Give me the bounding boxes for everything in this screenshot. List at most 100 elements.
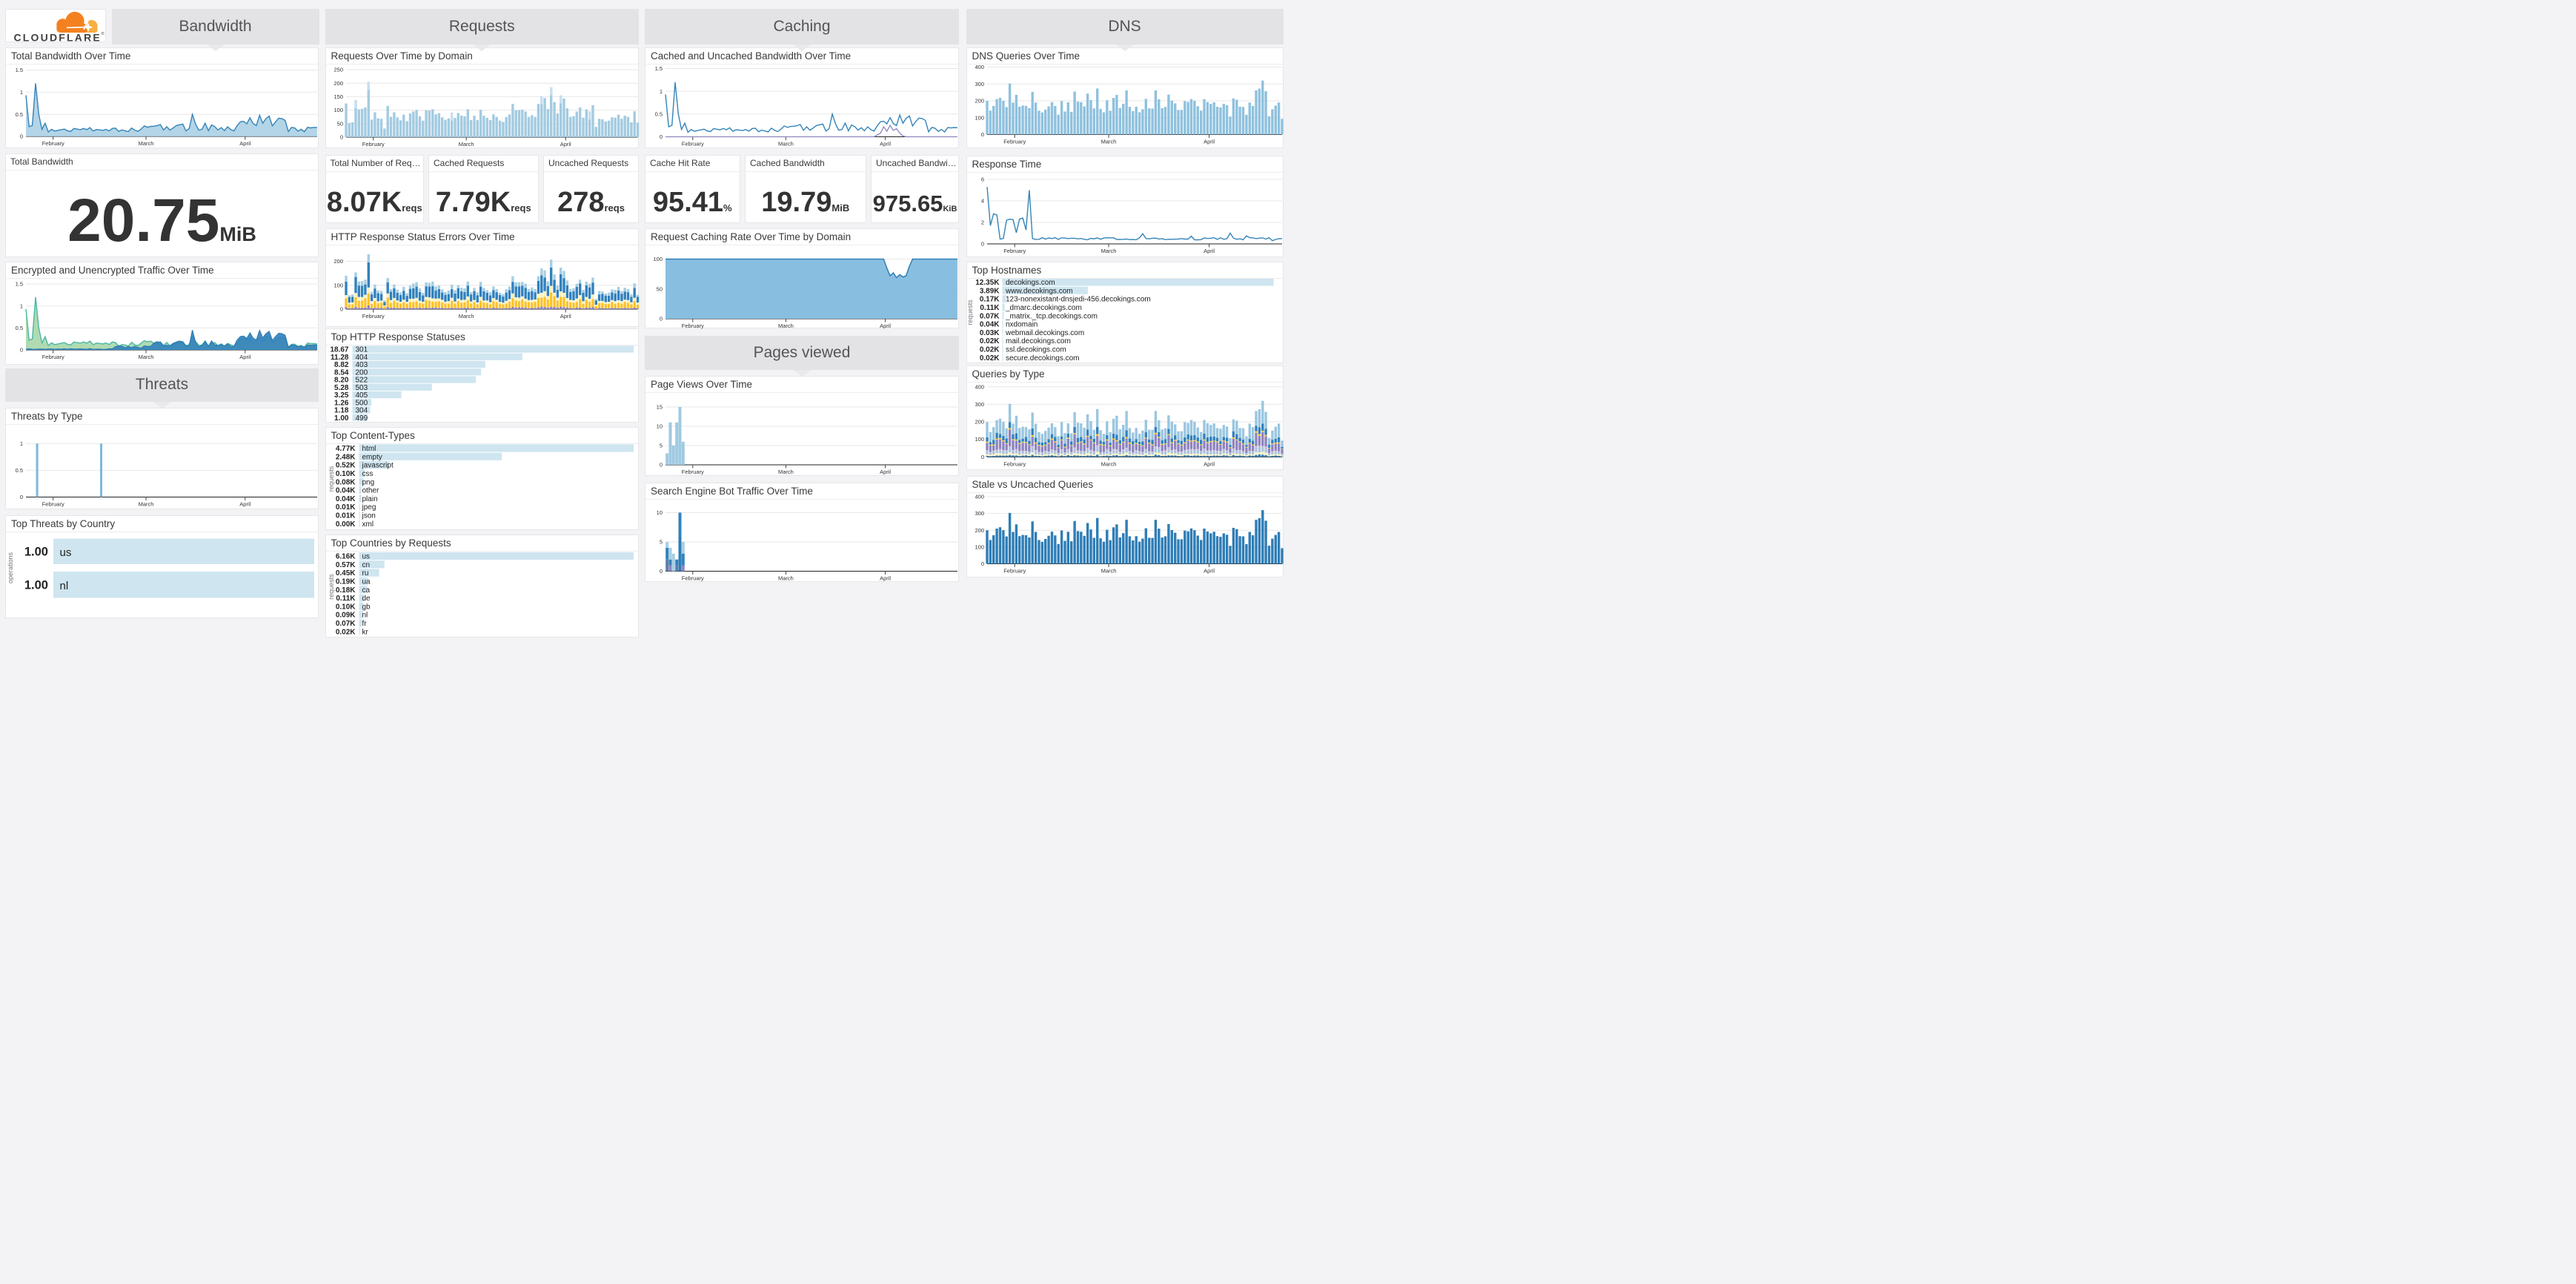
svg-text:April: April xyxy=(880,141,891,148)
svg-text:March: March xyxy=(1101,248,1116,254)
svg-text:ru: ru xyxy=(362,569,368,578)
svg-text:February: February xyxy=(1003,248,1026,254)
svg-text:0: 0 xyxy=(660,133,663,140)
svg-text:0.10K: 0.10K xyxy=(335,603,355,611)
svg-text:April: April xyxy=(880,322,891,329)
svg-text:0.11K: 0.11K xyxy=(980,304,1000,312)
svg-text:0.02K: 0.02K xyxy=(335,628,355,636)
svg-text:4: 4 xyxy=(980,197,983,204)
svg-text:0: 0 xyxy=(20,494,23,500)
svg-text:400: 400 xyxy=(975,493,984,500)
svg-text:0: 0 xyxy=(980,240,983,247)
svg-text:0.04K: 0.04K xyxy=(335,495,355,503)
svg-text:us: us xyxy=(362,552,370,560)
svg-text:0.07K: 0.07K xyxy=(979,312,999,320)
svg-text:0.08K: 0.08K xyxy=(335,478,355,486)
svg-text:April: April xyxy=(1204,567,1215,574)
svg-text:200: 200 xyxy=(975,98,984,105)
svg-text:0.11K: 0.11K xyxy=(336,595,356,603)
svg-text:0.04K: 0.04K xyxy=(979,320,999,328)
svg-text:decokings.com: decokings.com xyxy=(1006,279,1055,287)
svg-text:0.01K: 0.01K xyxy=(335,503,355,512)
svg-text:0.17K: 0.17K xyxy=(979,295,999,303)
svg-text:0: 0 xyxy=(660,568,663,575)
svg-text:0.52K: 0.52K xyxy=(335,462,355,470)
svg-text:0.01K: 0.01K xyxy=(335,512,355,520)
svg-text:1.5: 1.5 xyxy=(16,67,23,73)
svg-text:0: 0 xyxy=(20,347,23,354)
svg-text:0.04K: 0.04K xyxy=(335,487,355,495)
svg-text:0.18K: 0.18K xyxy=(335,586,355,594)
svg-text:1: 1 xyxy=(20,302,23,309)
svg-text:plain: plain xyxy=(362,495,377,503)
svg-text:kr: kr xyxy=(362,628,368,636)
svg-text:April: April xyxy=(560,141,571,148)
svg-text:1.00: 1.00 xyxy=(334,414,349,422)
svg-text:0.02K: 0.02K xyxy=(979,337,999,345)
svg-text:0: 0 xyxy=(660,315,663,322)
svg-text:ca: ca xyxy=(362,586,370,594)
svg-text:100: 100 xyxy=(975,436,984,443)
svg-text:_matrix._tcp.decokings.com: _matrix._tcp.decokings.com xyxy=(1005,312,1098,320)
svg-text:March: March xyxy=(139,501,154,508)
svg-text:0.19K: 0.19K xyxy=(335,578,355,586)
svg-text:March: March xyxy=(1101,139,1116,145)
svg-text:secure.decokings.com: secure.decokings.com xyxy=(1006,354,1080,362)
svg-text:_dmarc.decokings.com: _dmarc.decokings.com xyxy=(1005,304,1082,312)
svg-text:0.03K: 0.03K xyxy=(979,328,999,337)
svg-text:503: 503 xyxy=(355,383,368,391)
svg-text:2.48K: 2.48K xyxy=(335,453,355,461)
svg-text:5: 5 xyxy=(660,538,663,545)
svg-text:March: March xyxy=(778,469,794,475)
svg-text:304: 304 xyxy=(355,406,368,414)
svg-text:March: March xyxy=(778,141,794,148)
svg-text:February: February xyxy=(682,141,704,148)
svg-text:10: 10 xyxy=(657,509,663,516)
svg-text:0.5: 0.5 xyxy=(16,467,23,474)
svg-text:javascript: javascript xyxy=(361,462,393,470)
svg-text:March: March xyxy=(1101,567,1116,574)
svg-text:200: 200 xyxy=(333,258,343,265)
svg-text:gb: gb xyxy=(362,603,371,611)
svg-text:April: April xyxy=(239,354,250,360)
svg-text:100: 100 xyxy=(333,107,343,113)
svg-text:webmail.decokings.com: webmail.decokings.com xyxy=(1005,328,1084,337)
svg-text:png: png xyxy=(362,478,374,486)
svg-text:15: 15 xyxy=(657,403,663,410)
svg-text:April: April xyxy=(239,501,250,508)
svg-text:100: 100 xyxy=(333,282,343,288)
svg-text:February: February xyxy=(362,313,384,320)
svg-text:February: February xyxy=(362,141,384,148)
svg-text:fr: fr xyxy=(362,620,367,628)
svg-text:0: 0 xyxy=(660,461,663,468)
svg-text:March: March xyxy=(458,313,474,320)
svg-text:us: us xyxy=(60,546,72,559)
svg-text:6.16K: 6.16K xyxy=(335,552,355,560)
svg-text:1.18: 1.18 xyxy=(334,406,349,414)
svg-text:nxdomain: nxdomain xyxy=(1006,320,1038,328)
svg-text:April: April xyxy=(1204,248,1215,254)
svg-text:www.decokings.com: www.decokings.com xyxy=(1005,287,1073,295)
svg-text:0.02K: 0.02K xyxy=(979,345,999,354)
svg-text:requests: requests xyxy=(328,573,335,599)
svg-text:0.10K: 0.10K xyxy=(335,470,355,478)
svg-text:300: 300 xyxy=(975,401,984,408)
svg-text:1.26: 1.26 xyxy=(334,399,349,407)
svg-text:March: March xyxy=(139,354,154,360)
svg-text:xml: xml xyxy=(362,520,374,529)
svg-text:0.09K: 0.09K xyxy=(335,611,355,619)
svg-text:operations: operations xyxy=(7,552,14,583)
svg-text:nl: nl xyxy=(60,580,69,592)
svg-text:522: 522 xyxy=(355,376,368,384)
svg-text:March: March xyxy=(139,140,154,147)
svg-text:ssl.decokings.com: ssl.decokings.com xyxy=(1006,345,1066,354)
svg-text:200: 200 xyxy=(355,368,368,377)
svg-text:12.35K: 12.35K xyxy=(975,279,1000,287)
svg-text:March: March xyxy=(778,575,794,581)
svg-text:200: 200 xyxy=(975,419,984,426)
svg-text:500: 500 xyxy=(355,399,368,407)
svg-text:3.25: 3.25 xyxy=(334,391,349,400)
svg-text:5: 5 xyxy=(660,442,663,449)
svg-text:0: 0 xyxy=(20,133,23,140)
svg-text:0: 0 xyxy=(980,560,983,567)
